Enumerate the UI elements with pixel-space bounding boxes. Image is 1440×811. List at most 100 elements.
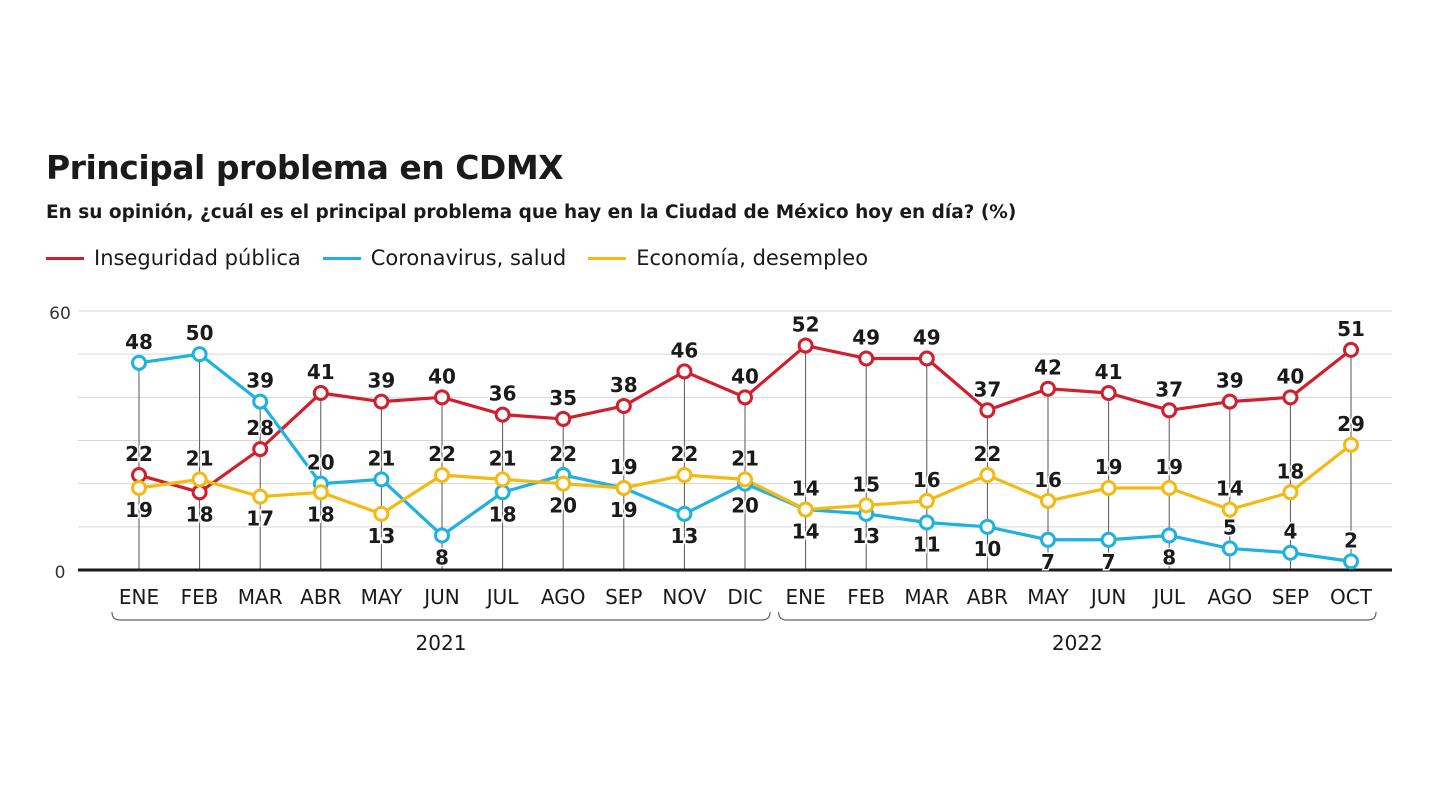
- x-tick-label: MAR: [238, 585, 283, 609]
- data-label: 39: [1216, 369, 1244, 393]
- data-point: [434, 527, 450, 544]
- x-tick-label: AGO: [1208, 585, 1253, 609]
- data-label: 2: [1344, 528, 1358, 552]
- data-point: [494, 471, 511, 488]
- data-point: [1161, 479, 1178, 496]
- x-tick-label: OCT: [1330, 585, 1373, 609]
- data-point: [1221, 393, 1238, 410]
- data-label: 22: [125, 442, 153, 466]
- data-label: 19: [610, 455, 638, 479]
- x-tick-label: SEP: [1272, 585, 1309, 609]
- data-label: 5: [1223, 515, 1237, 539]
- data-point: [615, 397, 632, 414]
- data-label: 37: [973, 377, 1001, 401]
- data-label: 51: [1337, 317, 1365, 341]
- data-point: [494, 484, 511, 501]
- data-label: 19: [1155, 455, 1183, 479]
- data-label: 14: [1216, 477, 1244, 501]
- data-label: 20: [549, 494, 577, 518]
- x-tick-label: DIC: [727, 585, 762, 609]
- data-point: [858, 497, 875, 514]
- data-point: [191, 346, 208, 363]
- legend-swatch-yellow: [588, 256, 627, 260]
- data-label: 35: [549, 386, 577, 410]
- data-label: 13: [367, 524, 395, 548]
- data-point: [373, 505, 390, 522]
- data-point: [676, 505, 693, 522]
- data-point: [979, 467, 996, 484]
- data-label: 42: [1034, 356, 1062, 380]
- data-point: [191, 471, 208, 488]
- data-label: 8: [1162, 545, 1176, 569]
- data-point: [1100, 385, 1117, 402]
- x-tick-label: MAY: [361, 585, 403, 609]
- data-point: [979, 402, 996, 419]
- data-label: 7: [1102, 550, 1116, 574]
- x-tick-label: ABR: [300, 585, 341, 609]
- data-point: [312, 385, 329, 402]
- data-label: 10: [973, 537, 1001, 561]
- data-point: [918, 514, 935, 531]
- data-label: 13: [852, 524, 880, 548]
- x-tick-label: JUN: [1089, 585, 1127, 609]
- legend-swatch-red: [46, 256, 84, 260]
- data-label: 16: [1034, 468, 1062, 492]
- data-point: [615, 479, 632, 496]
- data-label: 38: [610, 373, 638, 397]
- data-point: [494, 406, 511, 423]
- data-point: [797, 337, 814, 354]
- data-point: [1343, 341, 1359, 358]
- x-tick-label: NOV: [662, 585, 706, 609]
- legend-label-inseguridad: Inseguridad pública: [94, 246, 301, 270]
- data-label: 36: [489, 382, 517, 406]
- y-tick-label: 0: [55, 563, 66, 583]
- legend-item-economia: Economía, desempleo: [588, 246, 868, 270]
- data-label: 22: [670, 442, 698, 466]
- data-point: [312, 484, 329, 501]
- data-label: 40: [428, 364, 456, 388]
- data-point: [555, 410, 572, 427]
- data-label: 13: [670, 524, 698, 548]
- x-tick-label: FEB: [181, 585, 219, 609]
- data-label: 16: [913, 468, 941, 492]
- data-label: 40: [1276, 364, 1304, 388]
- data-point: [676, 363, 693, 380]
- chart-title: Principal problema en CDMX: [46, 148, 564, 187]
- data-point: [1282, 389, 1299, 406]
- x-tick-label: JUN: [422, 585, 460, 609]
- data-point: [979, 518, 996, 535]
- data-label: 8: [435, 545, 449, 569]
- data-point: [1221, 501, 1238, 518]
- year-bracket: [778, 611, 1377, 621]
- legend: Inseguridad pública Coronavirus, salud E…: [46, 246, 890, 270]
- legend-item-inseguridad: Inseguridad pública: [46, 246, 301, 270]
- data-label: 28: [246, 416, 274, 440]
- data-point: [191, 484, 208, 501]
- data-point: [1040, 492, 1056, 509]
- data-label: 18: [307, 502, 335, 526]
- legend-label-coronavirus: Coronavirus, salud: [370, 246, 567, 270]
- data-label: 20: [307, 451, 335, 475]
- data-label: 19: [125, 498, 153, 522]
- legend-swatch-blue: [322, 256, 361, 260]
- data-label: 21: [367, 446, 395, 470]
- data-label: 22: [428, 442, 456, 466]
- data-label: 22: [549, 442, 577, 466]
- data-point: [373, 471, 390, 488]
- data-label: 19: [610, 498, 638, 522]
- data-label: 18: [186, 502, 214, 526]
- year-label: 2022: [1052, 631, 1103, 655]
- y-tick-label: 60: [49, 304, 71, 324]
- data-point: [1221, 540, 1238, 557]
- data-point: [1100, 479, 1117, 496]
- data-point: [555, 475, 572, 492]
- data-label: 7: [1041, 550, 1055, 574]
- x-tick-label: ENE: [785, 585, 825, 609]
- data-label: 46: [670, 338, 698, 362]
- data-point: [252, 488, 269, 505]
- data-label: 17: [246, 507, 274, 531]
- data-label: 22: [973, 442, 1001, 466]
- data-label: 48: [125, 330, 153, 354]
- data-label: 52: [792, 313, 820, 337]
